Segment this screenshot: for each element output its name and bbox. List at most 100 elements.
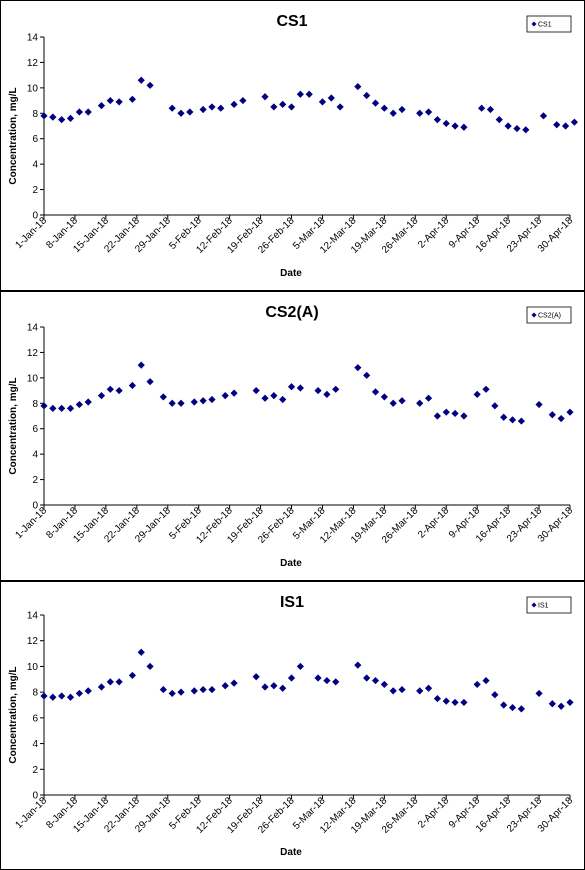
data-point bbox=[442, 119, 450, 128]
y-tick-label: 14 bbox=[27, 611, 39, 622]
data-point bbox=[230, 100, 238, 108]
y-tick-label: 2 bbox=[32, 185, 38, 196]
data-point bbox=[557, 414, 565, 423]
data-point bbox=[177, 109, 185, 117]
x-axis-label: Date bbox=[280, 268, 302, 279]
data-point bbox=[66, 693, 75, 701]
data-point bbox=[398, 685, 406, 694]
legend-box bbox=[526, 596, 572, 614]
data-point bbox=[570, 118, 579, 126]
data-point bbox=[115, 386, 123, 395]
data-point bbox=[296, 90, 304, 98]
data-point bbox=[261, 93, 269, 101]
data-point bbox=[40, 112, 48, 120]
y-tick-label: 4 bbox=[32, 739, 38, 750]
data-point bbox=[75, 400, 83, 409]
legend-box bbox=[526, 306, 572, 324]
data-point bbox=[75, 689, 83, 698]
y-tick-label: 4 bbox=[32, 160, 38, 171]
chart-panel-0: CS1024681012141-Jan-188-Jan-1815-Jan-182… bbox=[0, 0, 585, 291]
data-point bbox=[553, 121, 561, 129]
data-point bbox=[137, 76, 145, 84]
y-axis-label: Concentration, mg/L bbox=[8, 87, 19, 184]
data-point bbox=[168, 399, 176, 407]
data-point bbox=[371, 676, 380, 685]
data-point bbox=[190, 398, 198, 406]
data-point bbox=[217, 104, 225, 112]
data-point bbox=[58, 404, 66, 412]
data-point bbox=[535, 400, 543, 409]
data-point bbox=[363, 371, 371, 379]
data-point bbox=[239, 96, 247, 105]
data-point bbox=[159, 393, 167, 401]
data-point bbox=[177, 399, 185, 407]
y-tick-label: 14 bbox=[27, 323, 39, 334]
data-point bbox=[380, 104, 388, 112]
y-tick-label: 8 bbox=[32, 399, 38, 410]
data-point bbox=[433, 694, 441, 703]
data-point bbox=[363, 91, 371, 100]
data-point bbox=[159, 685, 167, 694]
data-point bbox=[146, 378, 154, 386]
data-point bbox=[106, 678, 114, 686]
data-point bbox=[97, 392, 106, 400]
y-tick-label: 6 bbox=[32, 134, 38, 145]
y-tick-label: 12 bbox=[27, 58, 39, 69]
data-point bbox=[442, 697, 450, 705]
y-tick-label: 14 bbox=[27, 33, 39, 44]
y-tick-label: 8 bbox=[32, 109, 38, 120]
data-point bbox=[221, 682, 229, 690]
data-point bbox=[451, 409, 459, 418]
data-point bbox=[323, 676, 331, 685]
legend-marker bbox=[531, 602, 537, 608]
data-point bbox=[66, 404, 75, 412]
y-tick-label: 10 bbox=[27, 662, 39, 673]
data-point bbox=[97, 683, 106, 691]
data-point bbox=[508, 416, 517, 424]
y-tick-label: 10 bbox=[27, 373, 39, 384]
data-point bbox=[49, 113, 57, 121]
data-point bbox=[517, 705, 525, 713]
y-tick-label: 6 bbox=[32, 713, 38, 724]
data-point bbox=[208, 395, 216, 404]
data-point bbox=[517, 417, 525, 425]
data-point bbox=[66, 114, 75, 122]
data-point bbox=[500, 701, 508, 709]
y-tick-label: 10 bbox=[27, 83, 39, 94]
data-point bbox=[252, 673, 260, 681]
y-tick-label: 2 bbox=[32, 765, 38, 776]
data-point bbox=[363, 674, 371, 682]
data-point bbox=[371, 99, 380, 107]
data-point bbox=[168, 104, 176, 112]
data-point bbox=[270, 103, 278, 111]
data-point bbox=[230, 389, 238, 397]
data-point bbox=[84, 398, 92, 406]
data-point bbox=[416, 687, 424, 695]
data-point bbox=[49, 693, 57, 701]
data-point bbox=[354, 364, 362, 372]
data-point bbox=[398, 105, 406, 114]
data-point bbox=[49, 404, 57, 412]
data-point bbox=[482, 676, 490, 685]
data-point bbox=[486, 105, 495, 114]
data-point bbox=[495, 116, 503, 124]
data-point bbox=[477, 104, 486, 112]
data-point bbox=[557, 702, 565, 710]
data-point bbox=[199, 685, 207, 694]
chart-title: IS1 bbox=[280, 594, 304, 611]
chart-panel-1: CS2(A)024681012141-Jan-188-Jan-1815-Jan-… bbox=[0, 291, 585, 581]
data-point bbox=[424, 394, 433, 402]
data-point bbox=[460, 412, 468, 420]
data-point bbox=[199, 397, 207, 405]
data-point bbox=[500, 413, 508, 421]
data-point bbox=[442, 408, 450, 416]
data-point bbox=[40, 692, 48, 700]
data-point bbox=[332, 678, 340, 686]
data-point bbox=[433, 412, 441, 420]
data-point bbox=[332, 385, 340, 393]
y-tick-label: 12 bbox=[27, 348, 39, 359]
data-point bbox=[137, 648, 145, 656]
data-point bbox=[389, 399, 397, 407]
data-point bbox=[208, 103, 216, 111]
